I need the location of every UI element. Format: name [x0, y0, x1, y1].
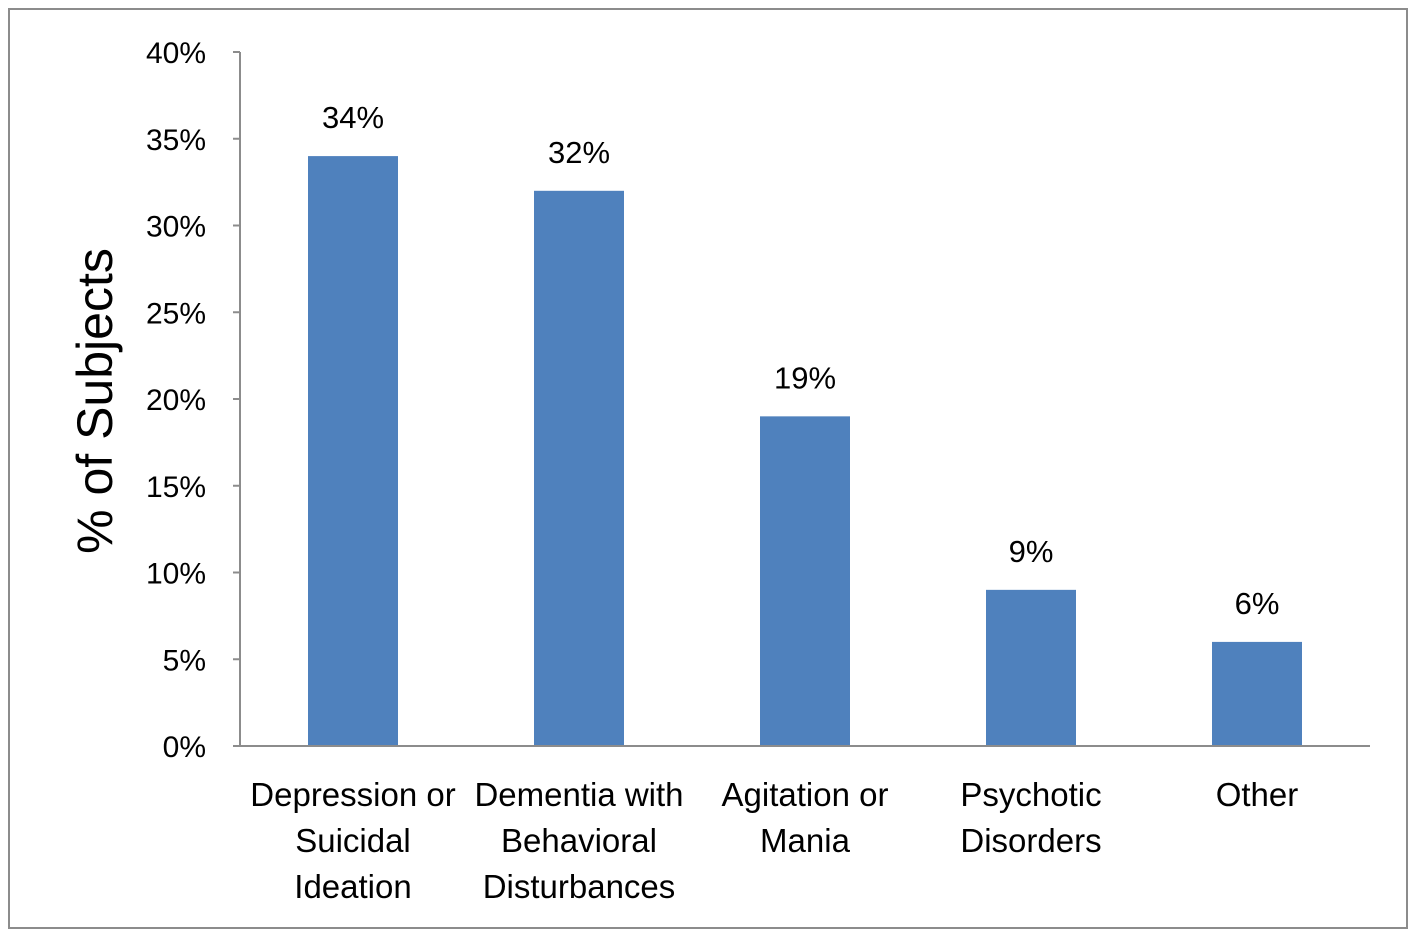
y-tick-label: 0%	[163, 731, 206, 764]
y-tick-label: 30%	[146, 211, 206, 244]
y-tick-label: 5%	[163, 644, 206, 677]
data-label: 9%	[1009, 534, 1054, 569]
data-labels: 34% 32% 19% 9% 6%	[322, 100, 1279, 621]
bar	[760, 416, 850, 746]
y-tick-label: 25%	[146, 297, 206, 330]
bar	[534, 190, 624, 747]
x-tick-label: Disturbances	[483, 868, 676, 905]
x-tick-label: Other	[1216, 776, 1299, 813]
x-tick-label: Agitation or	[722, 776, 889, 813]
y-tick-label: 35%	[146, 124, 206, 157]
data-label: 19%	[774, 360, 836, 395]
x-tick-label: Depression or	[250, 776, 455, 813]
bars	[308, 156, 1302, 747]
data-label: 6%	[1235, 586, 1280, 621]
data-label: 34%	[322, 100, 384, 135]
x-tick-label: Psychotic	[960, 776, 1101, 813]
y-axis-ticks: 0% 5% 10% 15% 20% 25% 30% 35% 40%	[146, 37, 240, 764]
x-tick-label: Disorders	[960, 822, 1101, 859]
y-axis-title: % of Subjects	[67, 248, 123, 554]
data-label: 32%	[548, 135, 610, 170]
y-tick-label: 40%	[146, 37, 206, 70]
y-tick-label: 20%	[146, 384, 206, 417]
x-tick-label: Dementia with	[474, 776, 683, 813]
x-tick-label: Behavioral	[501, 822, 657, 859]
bar	[1212, 641, 1302, 746]
x-tick-label: Mania	[760, 822, 851, 859]
bar	[986, 589, 1076, 746]
chart-border	[8, 8, 1408, 929]
x-axis-labels: Depression or Suicidal Ideation Dementia wi…	[250, 776, 1298, 905]
x-tick-label: Suicidal	[295, 822, 411, 859]
y-tick-label: 15%	[146, 471, 206, 504]
bar	[308, 156, 398, 747]
x-tick-label: Ideation	[294, 868, 411, 905]
y-tick-label: 10%	[146, 558, 206, 591]
